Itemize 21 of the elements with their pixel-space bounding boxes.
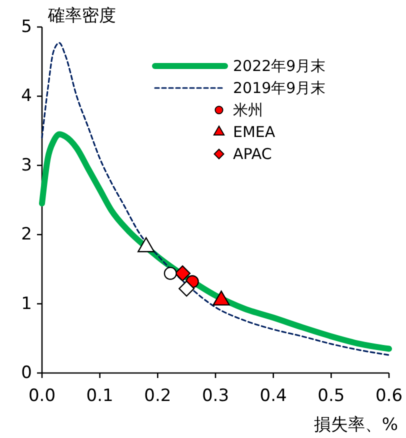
x-tick-label: 0.4 bbox=[260, 386, 287, 406]
x-tick-label: 0.3 bbox=[202, 386, 230, 406]
y-tick-label: 4 bbox=[21, 86, 32, 106]
legend-label: 2022年9月末 bbox=[233, 57, 326, 75]
line-series bbox=[41, 42, 390, 356]
x-axis-title: 損失率、% bbox=[314, 415, 398, 435]
x-tick-label: 0.2 bbox=[144, 386, 172, 406]
x-tick-label: 0.5 bbox=[318, 386, 345, 406]
legend-label: 2019年9月末 bbox=[233, 79, 326, 97]
y-axis-title: 確率密度 bbox=[47, 6, 116, 26]
y-tick-label: 2 bbox=[21, 224, 32, 245]
legend-label: 米州 bbox=[233, 101, 263, 119]
legend-label: APAC bbox=[233, 145, 272, 163]
x-tick-label: 0.6 bbox=[375, 386, 403, 406]
legend-label: EMEA bbox=[233, 123, 276, 141]
y-tick-label: 1 bbox=[21, 294, 32, 314]
y-tick-label: 3 bbox=[21, 155, 32, 176]
x-tick-label: 0.0 bbox=[28, 386, 56, 406]
y-tick-label: 5 bbox=[21, 17, 32, 37]
y-tick-label: 0 bbox=[21, 363, 32, 383]
x-tick-label: 0.1 bbox=[86, 386, 114, 406]
